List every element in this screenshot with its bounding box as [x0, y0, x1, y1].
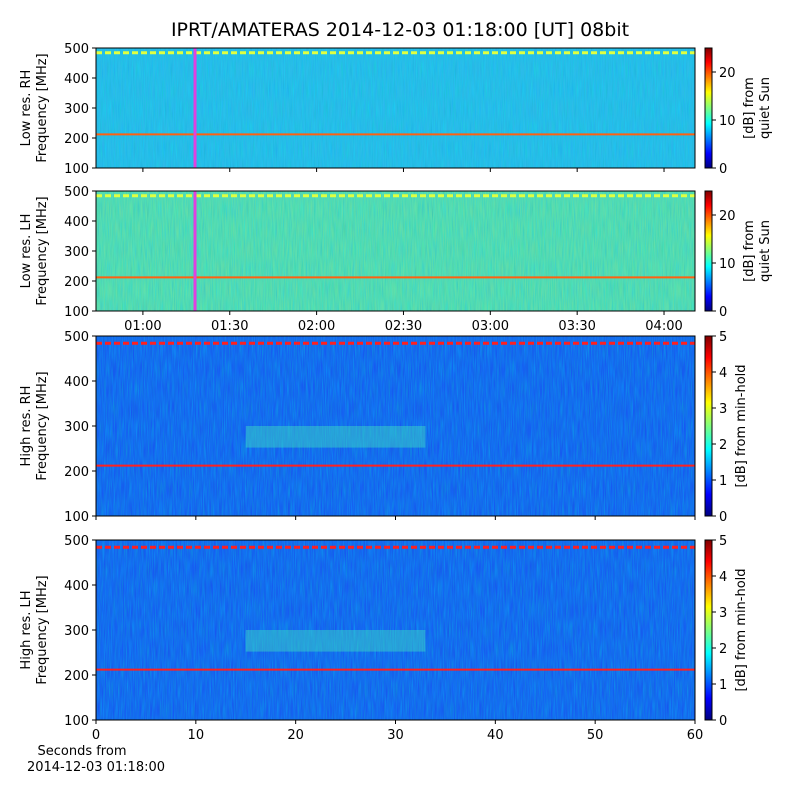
y-label: Frequency [MHz] [35, 196, 50, 305]
colorbar-label: [dB] from min-hold [734, 364, 749, 487]
colorbar-label: [dB] from [742, 220, 757, 282]
x-tick-label: 60 [687, 728, 704, 743]
y-tick-label: 400 [64, 72, 89, 87]
activity [245, 426, 426, 448]
spectrogram-noise [96, 540, 695, 720]
y-tick-label: 300 [64, 245, 89, 260]
x-tick-label: 02:30 [385, 319, 422, 334]
colorbar-tick-label: 5 [719, 534, 727, 549]
y-tick-label: 300 [64, 624, 89, 639]
y-label: Low res. LH [19, 214, 34, 289]
colorbar-tick-label: 0 [719, 510, 727, 525]
y-tick-label: 100 [64, 510, 89, 525]
y-label: High res. RH [19, 386, 34, 467]
x-tick-label: 10 [188, 728, 205, 743]
y-tick-label: 500 [64, 330, 89, 345]
colorbar-label: [dB] from [742, 77, 757, 139]
colorbar [704, 47, 713, 169]
colorbar-tick-label: 5 [719, 330, 727, 345]
colorbar-tick-label: 10 [719, 257, 736, 272]
y-tick-label: 300 [64, 102, 89, 117]
colorbar [704, 190, 713, 312]
y-tick-label: 200 [64, 275, 89, 290]
spectrogram-noise [96, 191, 695, 311]
y-label: Low res. RH [19, 70, 34, 147]
colorbar-tick-label: 0 [719, 714, 727, 729]
x-tick-label: 20 [287, 728, 304, 743]
x-tick-label: 50 [587, 728, 604, 743]
colorbar-tick-label: 1 [719, 474, 727, 489]
x-label: Seconds from [37, 744, 126, 759]
title: IPRT/AMATERAS 2014-12-03 01:18:00 [UT] 0… [171, 19, 629, 41]
colorbar-tick-label: 10 [719, 114, 736, 129]
y-tick-label: 500 [64, 42, 89, 57]
spectrogram-noise [96, 336, 695, 516]
colorbar-tick-label: 20 [719, 209, 736, 224]
colorbar-tick-label: 1 [719, 678, 727, 693]
colorbar-tick-label: 2 [719, 438, 727, 453]
colorbar-label: quiet Sun [758, 220, 773, 282]
colorbar-tick-label: 0 [719, 305, 727, 320]
y-tick-label: 100 [64, 305, 89, 320]
y-tick-label: 400 [64, 215, 89, 230]
y-tick-label: 500 [64, 534, 89, 549]
y-tick-label: 100 [64, 162, 89, 177]
x-tick-label: 03:30 [558, 319, 595, 334]
y-label: Frequency [MHz] [35, 53, 50, 162]
spectrogram-noise [96, 48, 695, 168]
y-tick-label: 200 [64, 132, 89, 147]
colorbar-label: quiet Sun [758, 77, 773, 139]
colorbar [704, 539, 713, 721]
colorbar-tick-label: 20 [719, 66, 736, 81]
y-label: Frequency [MHz] [35, 575, 50, 684]
colorbar-tick-label: 3 [719, 606, 727, 621]
colorbar-tick-label: 0 [719, 162, 727, 177]
y-tick-label: 200 [64, 669, 89, 684]
colorbar-tick-label: 2 [719, 642, 727, 657]
colorbar-tick-label: 4 [719, 570, 727, 585]
x-tick-label: 01:00 [124, 319, 161, 334]
y-label: Frequency [MHz] [35, 371, 50, 480]
x-tick-label: 0 [92, 728, 100, 743]
y-tick-label: 300 [64, 420, 89, 435]
y-label: High res. LH [19, 590, 34, 669]
activity [245, 630, 426, 652]
x-tick-label: 40 [487, 728, 504, 743]
y-tick-label: 200 [64, 465, 89, 480]
y-tick-label: 100 [64, 714, 89, 729]
x-tick-label: 30 [387, 728, 404, 743]
colorbar-tick-label: 3 [719, 402, 727, 417]
colorbar-tick-label: 4 [719, 366, 727, 381]
x-tick-label: 01:30 [211, 319, 248, 334]
y-tick-label: 400 [64, 579, 89, 594]
colorbar-label: [dB] from min-hold [734, 568, 749, 691]
y-tick-label: 500 [64, 185, 89, 200]
x-tick-label: 04:00 [645, 319, 682, 334]
colorbar [704, 335, 713, 517]
x-tick-label: 02:00 [298, 319, 335, 334]
x-label: 2014-12-03 01:18:00 [27, 760, 165, 775]
y-tick-label: 400 [64, 375, 89, 390]
x-tick-label: 03:00 [472, 319, 509, 334]
